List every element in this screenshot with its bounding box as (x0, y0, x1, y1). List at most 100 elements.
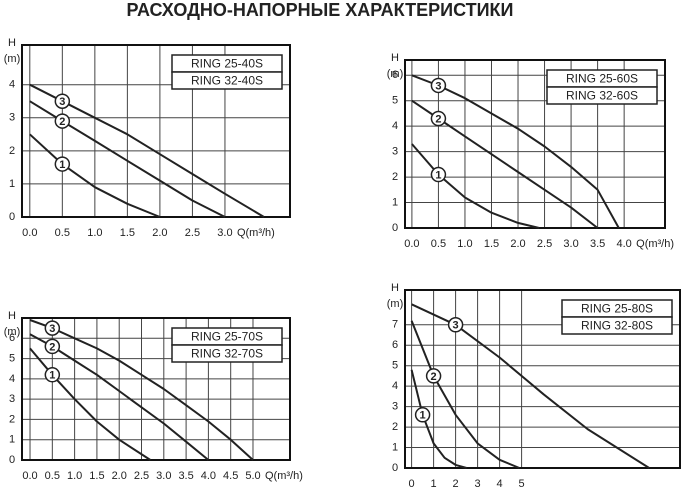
x-tick-label: 3.5 (178, 470, 193, 482)
y-tick-label: 4 (9, 373, 15, 385)
curve-label: 2 (49, 341, 55, 353)
y-tick-label: 7 (392, 319, 398, 331)
x-tick-label: 1 (431, 478, 437, 490)
x-tick-label: 3.0 (217, 227, 232, 239)
y-tick-label: 4 (392, 380, 398, 392)
x-tick-label: 1.5 (120, 227, 135, 239)
x-tick-label: 2.0 (112, 470, 127, 482)
curve-marker (54, 156, 71, 172)
pump-curve (29, 133, 161, 218)
curve-label: 3 (59, 96, 65, 108)
pump-curve (411, 303, 650, 469)
curve-marker (425, 368, 442, 384)
x-tick-label: 1.0 (67, 470, 82, 482)
x-tick-label: 0 (409, 478, 415, 490)
y-tick-label: 3 (9, 112, 15, 124)
curve-marker (54, 93, 71, 109)
y-tick-label: 0 (9, 454, 15, 466)
curve-label: 1 (420, 410, 426, 422)
x-tick-label: 1.0 (87, 227, 102, 239)
x-tick-label: 0.5 (55, 227, 70, 239)
curve-label: 3 (453, 320, 459, 332)
x-axis-label: Q(m³/h) (237, 227, 275, 239)
y-tick-label: 3 (9, 393, 15, 405)
y-tick-label: 2 (9, 145, 15, 157)
x-tick-label: 1.5 (484, 238, 499, 250)
pump-curve (29, 347, 151, 461)
y-tick-label: 1 (9, 434, 15, 446)
curve-marker (44, 367, 61, 383)
x-axis-label: Q(m³/h) (636, 238, 674, 250)
y-tick-label: 5 (392, 95, 398, 107)
x-tick-label: 2.5 (134, 470, 149, 482)
x-tick-label: 3.0 (563, 238, 578, 250)
y-tick-label: 6 (392, 339, 398, 351)
model-box (171, 344, 283, 363)
curve-label: 2 (431, 371, 437, 383)
curve-label: 1 (435, 169, 441, 181)
x-tick-label: 0.5 (431, 238, 446, 250)
curve-label: 3 (435, 80, 441, 92)
y-tick-label: 6 (9, 332, 15, 344)
x-tick-label: 2.5 (185, 227, 200, 239)
pump-curve (29, 319, 254, 461)
y-tick-label: 4 (9, 79, 15, 91)
x-tick-label: 3.5 (590, 238, 605, 250)
y-axis-unit: (m) (387, 298, 404, 310)
curve-label: 2 (59, 116, 65, 128)
y-tick-label: 5 (392, 360, 398, 372)
curve-marker (44, 320, 61, 336)
model-box (546, 86, 658, 105)
x-tick-label: 4 (497, 478, 503, 490)
y-axis-label: H (8, 37, 16, 49)
x-tick-label: 2.0 (510, 238, 525, 250)
curve-label: 1 (59, 159, 65, 171)
curve-marker (430, 110, 447, 127)
x-tick-label: 2.0 (152, 227, 167, 239)
y-tick-label: 0 (392, 462, 398, 474)
y-axis-unit: (m) (4, 53, 21, 65)
pump-curve (411, 74, 620, 229)
x-tick-label: 4.5 (223, 470, 238, 482)
y-tick-label: 4 (392, 120, 398, 132)
x-tick-label: 0.5 (45, 470, 60, 482)
x-tick-label: 5 (519, 478, 525, 490)
model-box (171, 71, 283, 90)
model-box (561, 316, 673, 335)
y-tick-label: 3 (392, 146, 398, 158)
y-tick-label: 1 (9, 178, 15, 190)
model-label: RING 25-70S (191, 330, 263, 344)
x-tick-label: 0.0 (404, 238, 419, 250)
curve-marker (414, 407, 431, 423)
curve-label: 1 (49, 370, 55, 382)
pump-curve (29, 333, 210, 461)
model-label: RING 25-40S (191, 57, 263, 71)
x-tick-label: 0.0 (22, 470, 37, 482)
curve-marker (54, 113, 71, 129)
model-label: RING 32-80S (581, 319, 653, 333)
model-label: RING 32-40S (191, 74, 263, 88)
x-tick-label: 4.0 (616, 238, 631, 250)
x-tick-label: 3.0 (156, 470, 171, 482)
y-tick-label: 0 (9, 211, 15, 223)
x-tick-label: 2.5 (537, 238, 552, 250)
curve-label: 3 (49, 323, 55, 335)
pump-curve (411, 143, 540, 229)
x-tick-label: 5.0 (245, 470, 260, 482)
curve-label: 2 (435, 113, 441, 125)
y-tick-label: 1 (392, 196, 398, 208)
x-tick-label: 1.5 (89, 470, 104, 482)
x-tick-label: 4.0 (201, 470, 216, 482)
y-tick-label: 6 (392, 69, 398, 81)
y-tick-label: 3 (392, 401, 398, 413)
curve-marker (447, 317, 464, 333)
y-tick-label: 1 (392, 441, 398, 453)
model-label: RING 25-80S (581, 302, 653, 316)
y-axis-unit: (m) (4, 326, 21, 338)
plot-frame (21, 44, 291, 218)
x-tick-label: 1.0 (457, 238, 472, 250)
x-tick-label: 0.0 (22, 227, 37, 239)
model-label: RING 25-60S (566, 72, 638, 86)
curve-marker (430, 77, 447, 94)
